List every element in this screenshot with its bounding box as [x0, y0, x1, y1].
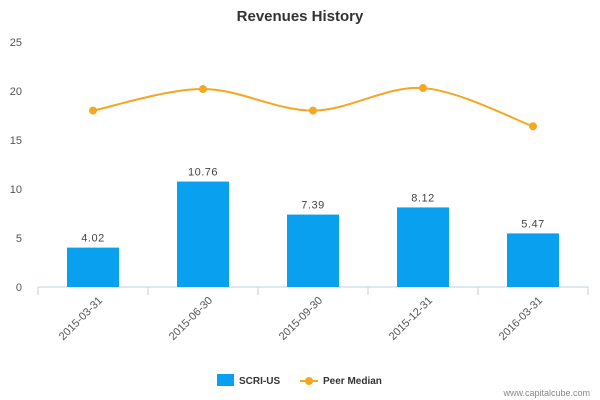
credit-text: www.capitalcube.com [502, 388, 590, 398]
legend-scri-label: SCRI-US [239, 376, 280, 387]
x-tick-label: 2016-03-31 [497, 295, 545, 343]
legend-scri-swatch [217, 374, 234, 386]
y-tick-label: 15 [10, 135, 22, 147]
bar [67, 247, 119, 287]
y-tick-label: 25 [10, 37, 22, 49]
peer-median-point [89, 106, 97, 115]
bar-data-labels: 4.02 10.76 7.39 8.12 5.47 [81, 167, 544, 245]
legend-peer-label: Peer Median [323, 376, 382, 387]
bar-series [67, 181, 559, 287]
x-axis: 2015-03-31 2015-06-30 2015-09-30 2015-12-31… [37, 286, 589, 343]
x-tick-label: 2015-03-31 [57, 295, 105, 343]
legend: SCRI-US Peer Median [217, 374, 382, 387]
bar [177, 181, 229, 287]
bar-data-label: 8.12 [411, 192, 434, 204]
x-tick-label: 2015-09-30 [277, 295, 325, 343]
x-tick-label: 2015-12-31 [387, 295, 435, 343]
legend-peer-marker [305, 377, 313, 385]
peer-median-point [419, 84, 427, 93]
bar-data-label: 10.76 [188, 167, 218, 179]
y-tick-label: 0 [16, 282, 22, 294]
peer-median-point [309, 106, 317, 115]
chart-title: Revenues History [237, 8, 364, 25]
x-tick-label: 2015-06-30 [167, 295, 215, 343]
bar-data-label: 5.47 [521, 218, 544, 230]
y-axis: 0 5 10 15 20 25 [10, 37, 22, 294]
peer-median-point [529, 122, 537, 131]
bar [287, 214, 339, 287]
y-tick-label: 10 [10, 184, 22, 196]
bar [507, 233, 559, 287]
bar [397, 207, 449, 287]
bar-data-label: 7.39 [301, 200, 324, 212]
bar-data-label: 4.02 [81, 233, 104, 245]
y-tick-label: 5 [16, 233, 22, 245]
y-tick-label: 20 [10, 86, 22, 98]
peer-median-series [89, 84, 537, 131]
peer-median-point [199, 85, 207, 94]
